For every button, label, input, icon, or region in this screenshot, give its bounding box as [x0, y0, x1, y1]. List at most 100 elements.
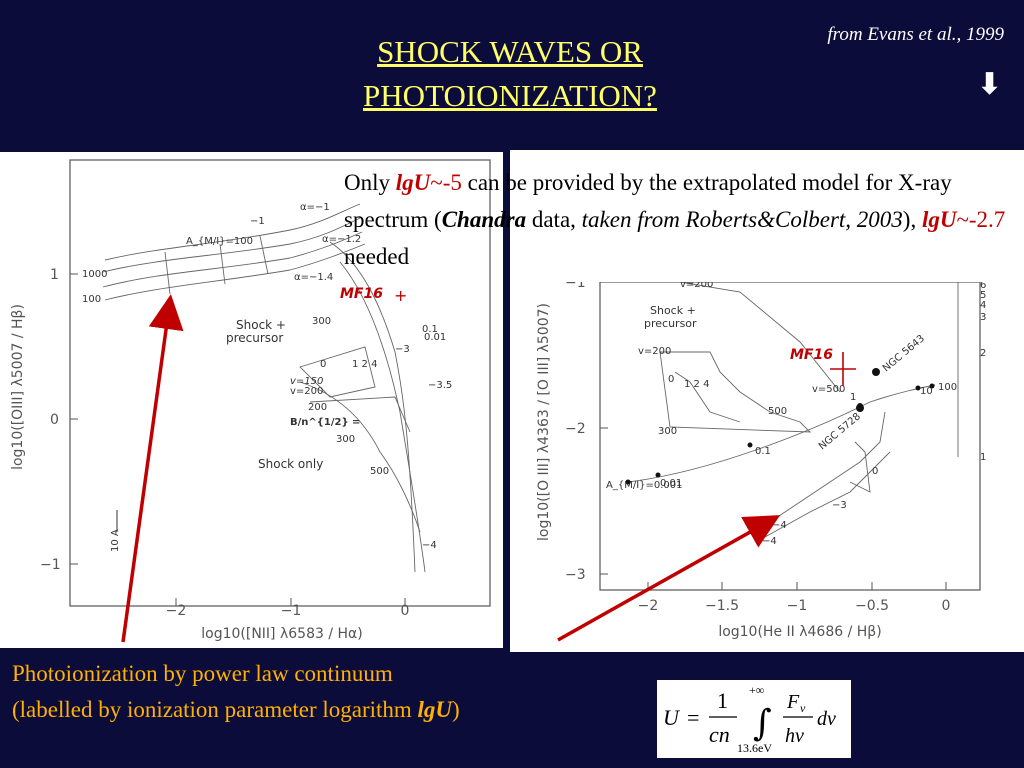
left-label-124: 1 2 4	[352, 359, 377, 370]
formula-integral-sign: ∫	[753, 703, 772, 744]
intro-mid: can be provided by the extrapolated mode…	[344, 170, 952, 232]
left-label-v200: v=200	[290, 386, 323, 397]
right-label-v200a: v=200	[680, 282, 713, 290]
left-label-alpha2: α=−1.2	[322, 234, 361, 245]
left-arrow	[121, 294, 184, 643]
right-mf16-label: MF16	[790, 347, 833, 363]
formula-hnu: hν	[785, 725, 804, 747]
right-label-10: 10	[920, 386, 933, 397]
right-scale-1: 1	[980, 452, 986, 463]
right-scale-5: 5	[980, 290, 986, 301]
left-label-500: 500	[370, 466, 389, 477]
left-label-300: 300	[312, 316, 331, 327]
title-line-1: SHOCK WAVES OR	[377, 34, 643, 69]
right-label-1: 1	[850, 392, 856, 403]
right-label-v200b: v=200	[638, 346, 671, 357]
intro-close: ),	[902, 207, 922, 232]
right-label-0: 0	[668, 374, 674, 385]
right-scale-6: 6	[980, 282, 986, 291]
right-xtick-4: −0.5	[855, 598, 889, 614]
intro-lgu-1: lgU	[395, 170, 431, 195]
caption-line-2b: )	[452, 697, 460, 722]
left-label-m4: −4	[422, 540, 437, 551]
left-ytick-1: 1	[50, 267, 59, 283]
intro-lgu-2: lgU	[921, 207, 957, 232]
intro-only: Only	[344, 170, 396, 195]
intro-chandra: Chandra	[441, 207, 527, 232]
caption-line-1: Photoionization by power law continuum	[12, 661, 393, 686]
left-plot-labels: Shock + precursor Shock only A_{M/I}=100…	[82, 202, 452, 552]
right-scale-2: 2	[980, 348, 986, 359]
left-mf16-marker: +	[394, 286, 407, 305]
left-label-0: 0	[320, 359, 326, 370]
left-label-m35: −3.5	[428, 380, 452, 391]
right-ytick-1: −1	[565, 282, 586, 291]
right-ytick-3: −3	[565, 567, 586, 583]
left-label-a100: A_{M/I}=100	[186, 236, 253, 247]
right-ytick-2: −2	[565, 421, 586, 437]
intro-needed: needed	[344, 244, 410, 269]
left-label-10a: 10 A	[110, 529, 121, 552]
text-box-background	[510, 150, 1024, 282]
left-mf16-label: MF16	[340, 286, 383, 302]
left-y-axis-label: log10([OIII] λ5007 / Hβ)	[10, 304, 26, 470]
right-label-01: 0.1	[755, 446, 771, 457]
slide-title: SHOCK WAVES OR PHOTOIONIZATION?	[250, 30, 770, 118]
right-xtick-3: −1	[787, 598, 808, 614]
left-label-precursor: precursor	[226, 331, 283, 345]
right-plot: −2 −1.5 −1 −0.5 0 −1 −2 −3 log10(He II λ…	[510, 282, 1024, 652]
left-xtick-2: −1	[281, 603, 302, 619]
left-label-300b: 300	[336, 434, 355, 445]
right-label-precursor: precursor	[644, 317, 697, 330]
right-label-001: 0.01	[660, 478, 682, 489]
formula-numerator: 1	[717, 688, 728, 713]
left-label-100: 100	[82, 294, 101, 305]
right-xtick-5: 0	[942, 598, 951, 614]
left-label-alpha3: α=−1.4	[294, 272, 333, 283]
right-mf16-marker	[830, 352, 856, 386]
left-label-bn: B/n^{1/2} =	[290, 417, 360, 428]
arrow-down-icon[interactable]: ⬇	[976, 67, 1002, 102]
left-label-alpha1: α=−1	[300, 202, 330, 213]
formula-dnu: dν	[817, 708, 836, 730]
right-label-a0001: A_{M/I}=0.001	[606, 480, 683, 491]
right-label-100: 100	[938, 382, 957, 393]
left-x-axis-label: log10([NII] λ6583 / Hα)	[201, 626, 362, 642]
left-label-200: 200	[308, 402, 327, 413]
left-label-shock: Shock +	[236, 318, 286, 332]
left-xtick-3: 0	[401, 603, 410, 619]
intro-text: Only lgU~-5 can be provided by the extra…	[344, 164, 1014, 275]
right-label-500: 500	[768, 406, 787, 417]
formula-upper-limit: +∞	[749, 683, 764, 697]
intro-taken-from: taken from Roberts&Colbert, 2003	[581, 207, 903, 232]
right-label-v500: v=500	[812, 384, 845, 395]
formula-lhs: U	[663, 705, 681, 730]
left-label-m3: −3	[395, 344, 410, 355]
formula-flux-sub: ν	[800, 701, 806, 715]
right-xtick-1: −2	[638, 598, 659, 614]
caption-lgu: lgU	[417, 697, 453, 722]
left-label-v150: v=150	[290, 376, 323, 387]
right-y-axis-label: log10([O III] λ4363 / [O III] λ5007)	[536, 303, 552, 541]
caption-line-2: (labelled by ionization parameter logari…	[12, 692, 652, 728]
formula-lower-limit: 13.6eV	[737, 741, 772, 755]
left-xtick-1: −2	[166, 603, 187, 619]
right-x-axis-label: log10(He II λ4686 / Hβ)	[718, 624, 881, 640]
ionization-parameter-formula: U = 1 cn +∞ ∫ 13.6eV F ν hν dν	[657, 680, 851, 758]
left-plot: −2 −1 0 1 0 −1 log10([NII] λ6583 / Hα) l…	[0, 152, 503, 648]
formula-equals: =	[687, 705, 699, 730]
left-label-shock-only: Shock only	[258, 457, 323, 471]
caption: Photoionization by power law continuum (…	[12, 656, 652, 728]
left-label-001: 0.01	[424, 332, 446, 343]
left-ytick-3: −1	[40, 557, 61, 573]
caption-line-2a: (labelled by ionization parameter logari…	[12, 697, 418, 722]
right-arrow	[557, 515, 781, 642]
right-scale-3: 3	[980, 312, 986, 323]
intro-data: data,	[526, 207, 582, 232]
left-label-01: 0.1	[422, 324, 438, 335]
left-ytick-2: 0	[50, 412, 59, 428]
citation-credit: from Evans et al., 1999	[827, 24, 1004, 45]
right-xtick-2: −1.5	[705, 598, 739, 614]
right-scale-4: 4	[980, 300, 986, 311]
